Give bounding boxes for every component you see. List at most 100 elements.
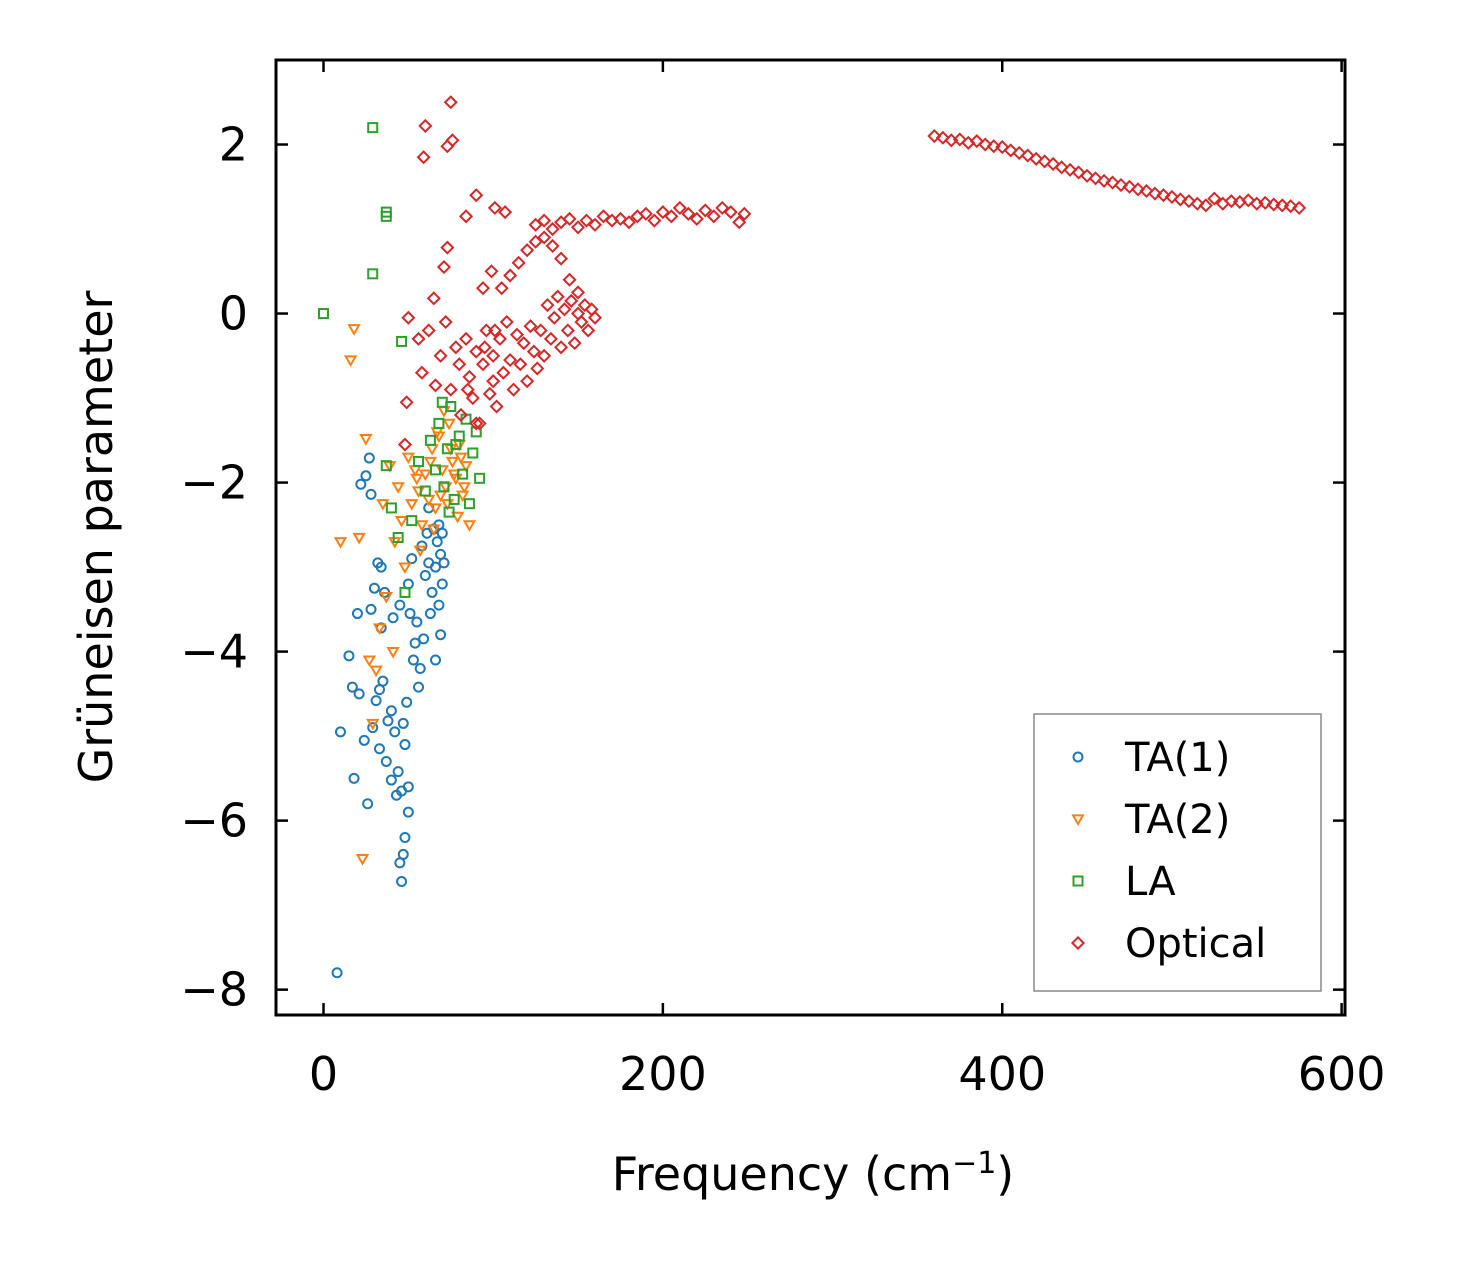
- point-optical: [486, 374, 501, 389]
- point-ta-2: [427, 524, 441, 536]
- plot-frame: [274, 58, 1347, 1017]
- point-optical: [399, 395, 414, 410]
- legend-marker-optical: [1070, 935, 1086, 951]
- point-optical: [1130, 182, 1146, 197]
- point-optical: [581, 323, 596, 338]
- series-la: [318, 122, 486, 598]
- point-la: [424, 434, 436, 446]
- point-optical: [452, 357, 467, 372]
- point-optical: [681, 206, 696, 221]
- y-tick-label: −2: [180, 456, 248, 510]
- point-optical: [613, 211, 628, 226]
- point-optical: [492, 331, 508, 346]
- point-ta-1: [380, 755, 392, 767]
- point-optical: [545, 221, 560, 237]
- point-optical: [506, 382, 521, 397]
- point-optical: [494, 281, 509, 296]
- point-optical: [723, 205, 738, 220]
- point-optical: [499, 314, 514, 330]
- point-la: [399, 586, 411, 598]
- point-ta-2: [347, 324, 361, 336]
- point-optical: [475, 281, 491, 296]
- point-la: [448, 493, 460, 505]
- x-axis-label-close: ): [996, 1147, 1014, 1201]
- point-optical: [479, 323, 494, 338]
- point-optical: [533, 323, 548, 338]
- point-optical: [511, 255, 526, 270]
- point-optical: [433, 348, 448, 363]
- point-optical: [935, 130, 950, 145]
- point-ta-1: [392, 766, 404, 778]
- x-tick-label: 600: [1298, 1047, 1386, 1101]
- point-ta-1: [436, 527, 448, 539]
- point-optical: [732, 215, 747, 230]
- point-ta-1: [435, 629, 447, 641]
- point-ta-2: [457, 482, 472, 494]
- point-optical: [570, 285, 586, 300]
- point-optical: [587, 217, 603, 232]
- point-optical: [554, 251, 569, 266]
- point-optical: [460, 382, 475, 397]
- point-optical: [540, 298, 555, 313]
- point-ta-2: [369, 665, 383, 678]
- point-ta-1: [411, 616, 423, 628]
- point-ta-2: [425, 444, 439, 456]
- point-ta-2: [398, 562, 412, 575]
- point-optical: [1029, 151, 1044, 166]
- point-ta-1: [367, 722, 379, 734]
- legend-label-ta-1: TA(1): [1124, 735, 1230, 781]
- point-optical: [513, 357, 528, 372]
- point-la: [443, 506, 455, 518]
- point-optical: [1071, 165, 1086, 180]
- point-optical: [1190, 196, 1205, 211]
- point-ta-1: [365, 603, 377, 615]
- point-optical: [426, 291, 441, 306]
- x-axis-label: Frequency (cm−1): [612, 1146, 1015, 1202]
- x-axis-label-superscript: −1: [952, 1146, 996, 1181]
- point-ta-2: [391, 482, 405, 494]
- point-optical: [1046, 156, 1061, 171]
- point-optical: [1207, 191, 1222, 206]
- point-ta-1: [389, 726, 401, 738]
- point-optical: [978, 137, 993, 152]
- point-optical: [487, 200, 502, 215]
- point-la: [392, 532, 404, 543]
- point-optical: [477, 340, 492, 355]
- point-optical: [689, 211, 704, 226]
- point-optical: [1080, 168, 1095, 183]
- point-optical: [655, 205, 670, 220]
- point-ta-2: [455, 490, 470, 503]
- point-la: [419, 485, 431, 497]
- point-optical: [579, 213, 594, 228]
- point-optical: [1097, 173, 1112, 188]
- point-optical: [484, 264, 499, 279]
- point-optical: [465, 391, 480, 406]
- point-ta-2: [401, 452, 416, 465]
- point-ta-2: [445, 456, 460, 469]
- point-la: [318, 308, 330, 320]
- point-ta-2: [366, 718, 380, 731]
- point-optical: [496, 365, 511, 380]
- point-optical: [1122, 179, 1137, 194]
- point-optical: [672, 200, 687, 215]
- point-ta-1: [331, 967, 343, 979]
- point-la: [380, 460, 392, 472]
- point-ta-1: [394, 857, 406, 869]
- point-ta-1: [399, 739, 411, 751]
- point-optical: [537, 230, 552, 245]
- point-optical: [440, 139, 455, 154]
- y-tick-label: 0: [219, 287, 248, 341]
- point-ta-2: [386, 646, 400, 659]
- point-la: [474, 472, 486, 484]
- point-optical: [698, 203, 713, 218]
- point-ta-1: [430, 654, 442, 666]
- point-ta-1: [343, 650, 355, 662]
- point-optical: [428, 378, 443, 393]
- series-optical: [397, 95, 1307, 452]
- point-optical: [397, 437, 412, 452]
- legend-label-ta-2: TA(2): [1124, 797, 1230, 843]
- point-ta-1: [418, 633, 430, 645]
- point-optical: [1139, 183, 1154, 199]
- point-ta-2: [333, 537, 348, 549]
- point-ta-1: [387, 612, 399, 624]
